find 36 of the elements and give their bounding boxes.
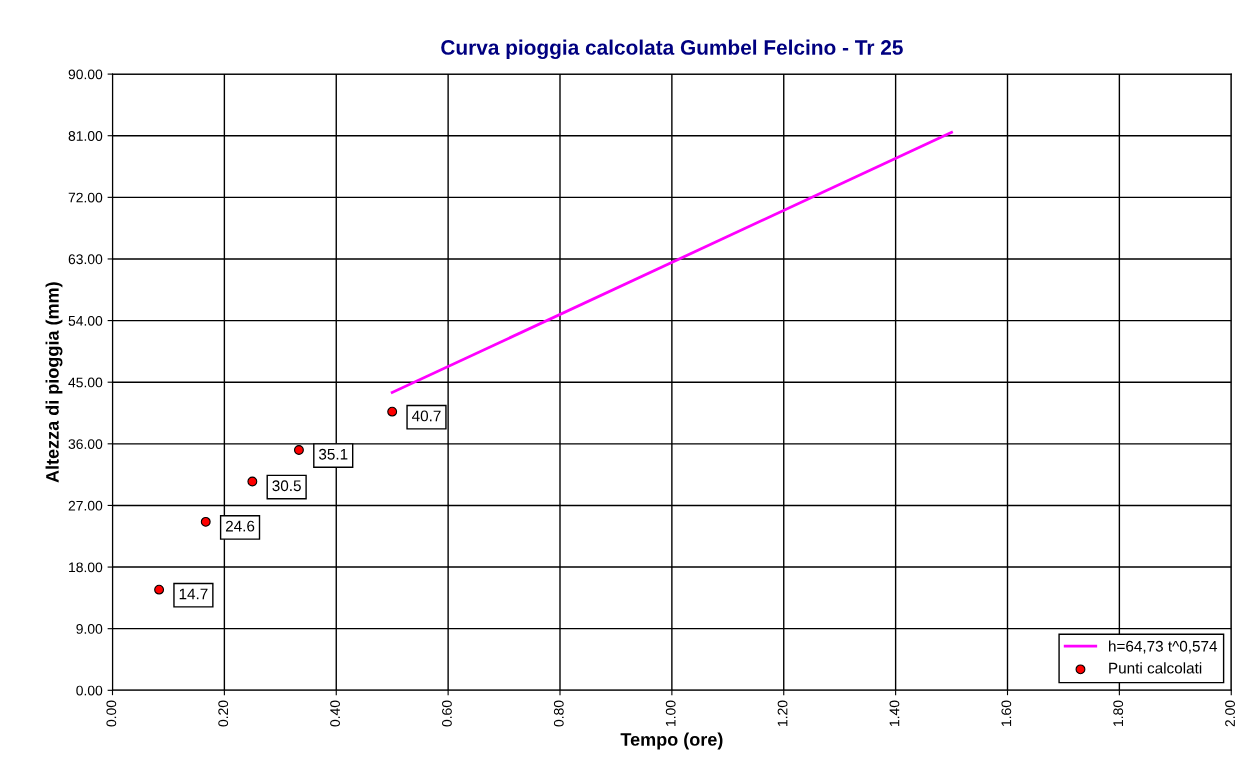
point	[387, 406, 398, 417]
data-label: 30.5	[272, 480, 301, 492]
chart-title: Curva pioggia calcolata Gumbel Felcino - Tr 25	[441, 39, 903, 60]
y-tick-label: 27.00	[68, 500, 103, 511]
y-tick-label: 72.00	[68, 192, 103, 203]
point	[154, 584, 165, 595]
legend-label: h=64,73 t^0,574	[1109, 640, 1218, 654]
y-tick-label: 81.00	[68, 131, 103, 141]
data-label: 24.6	[225, 520, 255, 532]
data-label: 14.7	[179, 588, 208, 600]
x-axis-title: Tempo (ore)	[620, 732, 723, 750]
legend-label: Punti calcolati	[1109, 662, 1202, 674]
x-tick-label: 1.40	[889, 700, 900, 726]
x-tick-label: 1.00	[665, 700, 676, 726]
x-tick-label: 0.40	[330, 700, 340, 727]
y-tick-label: 63.00	[68, 254, 103, 265]
data-label: 40.7	[411, 410, 441, 422]
data-label: 35.1	[318, 448, 348, 460]
x-tick-label: 1.80	[1113, 700, 1124, 726]
x-tick-label: 1.60	[1001, 700, 1012, 726]
x-tick-label: 1.20	[777, 700, 788, 726]
x-tick-label: 0.20	[218, 700, 229, 727]
y-axis-title: Altezza di pioggia (mm)	[45, 282, 63, 483]
y-tick-label: 9.00	[76, 624, 103, 634]
x-tick-label: 0.80	[553, 700, 564, 727]
x-tick-label: 0.60	[442, 700, 452, 727]
y-tick-label: 36.00	[68, 439, 103, 449]
y-tick-label: 45.00	[68, 377, 103, 388]
y-tick-label: 54.00	[68, 315, 103, 326]
point	[200, 516, 211, 527]
y-tick-label: 0.00	[76, 685, 103, 696]
point	[293, 445, 304, 455]
point	[247, 476, 258, 487]
x-tick-label: 2.00	[1225, 700, 1235, 727]
y-tick-label: 90.00	[68, 69, 103, 80]
y-tick-label: 18.00	[69, 562, 103, 573]
